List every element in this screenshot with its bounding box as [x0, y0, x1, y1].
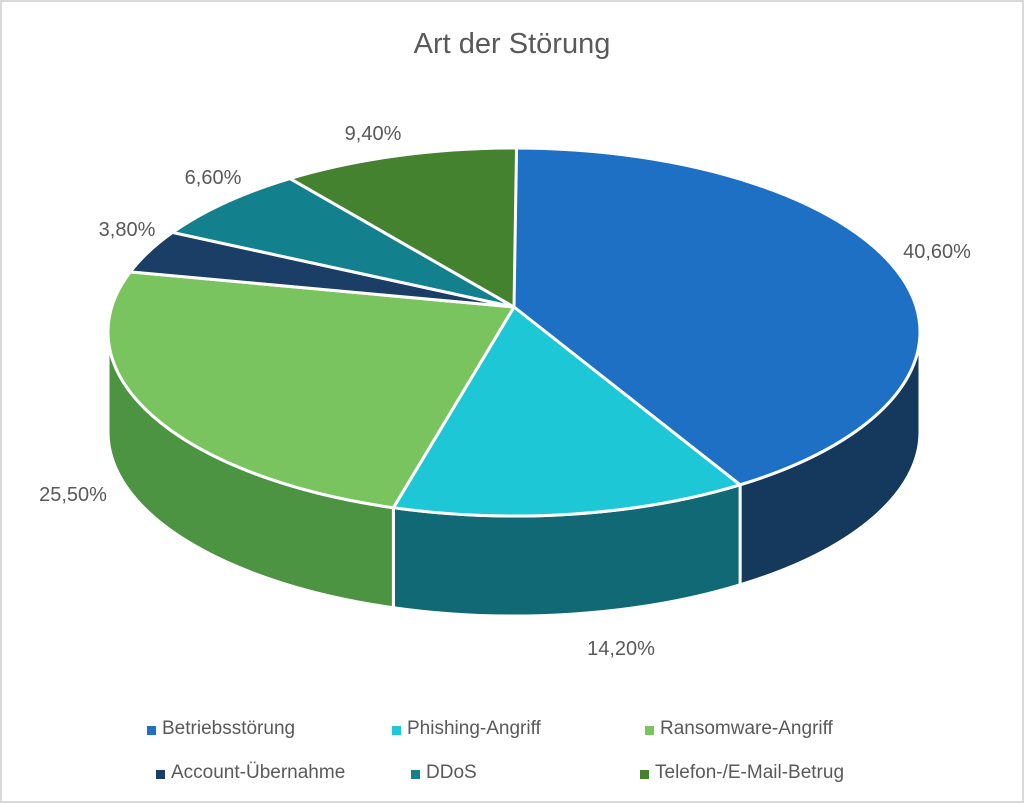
chart-title[interactable]: Art der Störung [413, 28, 611, 60]
pie-slice-1[interactable] [391, 305, 742, 518]
legend-label-ransomware-angriff: Ransomware-Angriff [660, 718, 833, 739]
legend-item-ransomware-angriff[interactable]: Ransomware-Angriff [645, 718, 833, 740]
legend-swatch-ddos [411, 769, 420, 779]
slice-value-label-2: 25,50% [39, 484, 107, 506]
legend-label-phishing-angriff: Phishing-Angriff [407, 718, 541, 739]
legend-item-phishing-angriff[interactable]: Phishing-Angriff [392, 718, 541, 740]
pie-slice-0[interactable] [512, 146, 922, 487]
slice-value-label-1: 14,20% [587, 638, 655, 660]
slice-value-label-0: 40,60% [903, 241, 971, 263]
legend-swatch-phishing-angriff [392, 725, 401, 735]
pie-slice-4[interactable] [171, 177, 516, 309]
legend-label-account-uebernahme: Account-Übernahme [171, 762, 346, 783]
legend-item-telefon-email-betrug[interactable]: Telefon-/E-Mail-Betrug [640, 762, 844, 784]
legend-swatch-ransomware-angriff [645, 725, 654, 735]
legend-swatch-betriebsstoerung [147, 725, 156, 735]
legend-item-betriebsstoerung[interactable]: Betriebsstörung [147, 718, 295, 740]
legend-swatch-account-uebernahme [156, 769, 165, 779]
slice-value-label-5: 9,40% [345, 123, 402, 145]
legend-item-account-uebernahme[interactable]: Account-Übernahme [156, 762, 345, 784]
pie-slice-2[interactable] [106, 270, 516, 510]
legend-label-telefon-email-betrug: Telefon-/E-Mail-Betrug [655, 762, 845, 783]
legend-item-ddos[interactable]: DDoS [411, 762, 477, 784]
slice-value-label-4: 6,60% [185, 167, 242, 189]
pie-slice-5[interactable] [288, 146, 519, 309]
legend-label-betriebsstoerung: Betriebsstörung [162, 718, 296, 739]
legend-swatch-telefon-email-betrug [640, 769, 649, 779]
legend-label-ddos: DDoS [426, 762, 477, 783]
slice-value-label-3: 3,80% [99, 219, 156, 241]
